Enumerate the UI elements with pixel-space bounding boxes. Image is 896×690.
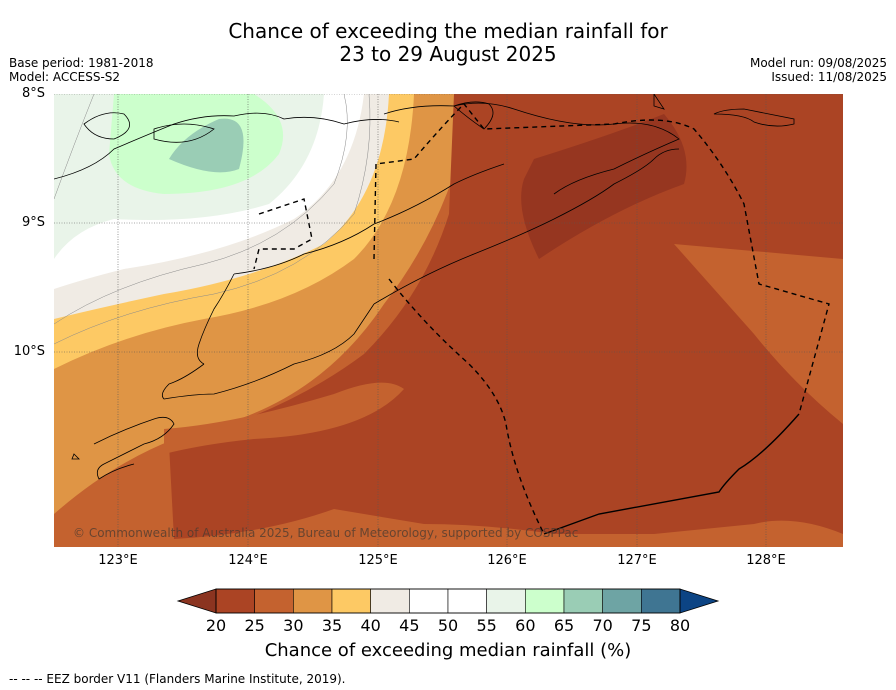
colorbar-tick-label: 60	[515, 616, 536, 635]
colorbar-tick-label: 55	[476, 616, 497, 635]
colorbar-segment	[409, 588, 449, 614]
model-text: Model: ACCESS-S2	[9, 70, 121, 84]
rainfall-map	[54, 94, 843, 547]
band-25-30-southwest	[164, 382, 404, 454]
map-title: Chance of exceeding the median rainfall …	[228, 19, 668, 66]
colorbar-tick-label: 80	[669, 616, 691, 635]
grid-lines	[54, 94, 843, 547]
coastlines	[54, 94, 795, 480]
lon-label-127e: 127°E	[617, 553, 657, 568]
colorbar-segment	[254, 588, 294, 614]
colorbar-tick-label: 30	[283, 616, 304, 635]
colorbar-segment	[525, 588, 565, 614]
band-20-25	[169, 94, 843, 539]
colorbar-tick-label: 35	[321, 616, 343, 635]
colorbar-tick-label: 75	[631, 616, 652, 635]
colorbar-segment	[293, 588, 333, 614]
lat-label-8s: 8°S	[21, 86, 45, 101]
lon-label-125e: 125°E	[358, 553, 398, 568]
colorbar-under-triangle	[176, 588, 217, 614]
model-run-text: Model run: 09/08/2025	[749, 56, 887, 70]
colorbar-tick-label: 50	[437, 616, 459, 635]
colorbar-over-triangle	[679, 588, 720, 614]
colorbar-segment	[215, 588, 255, 614]
colorbar-tick-label: 20	[205, 616, 227, 635]
eez-border-solid	[543, 413, 800, 535]
colorbar-tick-label: 25	[244, 616, 265, 635]
rainfall-map-svg	[54, 94, 843, 547]
colorbar-segment	[370, 588, 410, 614]
lon-label-123e: 123°E	[98, 553, 138, 568]
eez-border	[253, 102, 830, 535]
lat-label-10s: 10°S	[13, 344, 45, 359]
colorbar-segment	[331, 588, 371, 614]
colorbar-segment	[602, 588, 642, 614]
lat-label-9s: 9°S	[21, 215, 45, 230]
copyright-text: © Commonwealth of Australia 2025, Bureau…	[73, 526, 579, 540]
colorbar-segments	[215, 588, 681, 614]
eez-footnote: -- -- -- EEZ border V11 (Flanders Marine…	[9, 672, 346, 686]
colorbar-segment	[641, 588, 681, 614]
lon-label-124e: 124°E	[228, 553, 268, 568]
colorbar-tick-label: 70	[592, 616, 613, 635]
contour-lines	[54, 94, 371, 345]
band-65-70	[169, 118, 244, 173]
meta-right: Model run: 09/08/2025 Issued: 11/08/2025	[750, 56, 887, 84]
colorbar-label: Chance of exceeding median rainfall (%)	[264, 640, 632, 661]
lon-label-128e: 128°E	[746, 553, 786, 568]
meta-left: Base period: 1981-2018 Model: ACCESS-S2	[9, 56, 154, 84]
colorbar-segment	[447, 588, 487, 614]
band-25-30-east	[674, 244, 843, 424]
lon-label-126e: 126°E	[487, 553, 527, 568]
colorbar-tick-label: 40	[360, 616, 381, 635]
issued-text: Issued: 11/08/2025	[771, 70, 887, 84]
colorbar-tick-label: 65	[553, 616, 575, 635]
colorbar-segment	[486, 588, 526, 614]
colorbar-segment	[563, 588, 603, 614]
colorbar-tick-label: 45	[399, 616, 420, 635]
base-period-text: Base period: 1981-2018	[9, 56, 154, 70]
colorbar-outline	[215, 588, 681, 614]
